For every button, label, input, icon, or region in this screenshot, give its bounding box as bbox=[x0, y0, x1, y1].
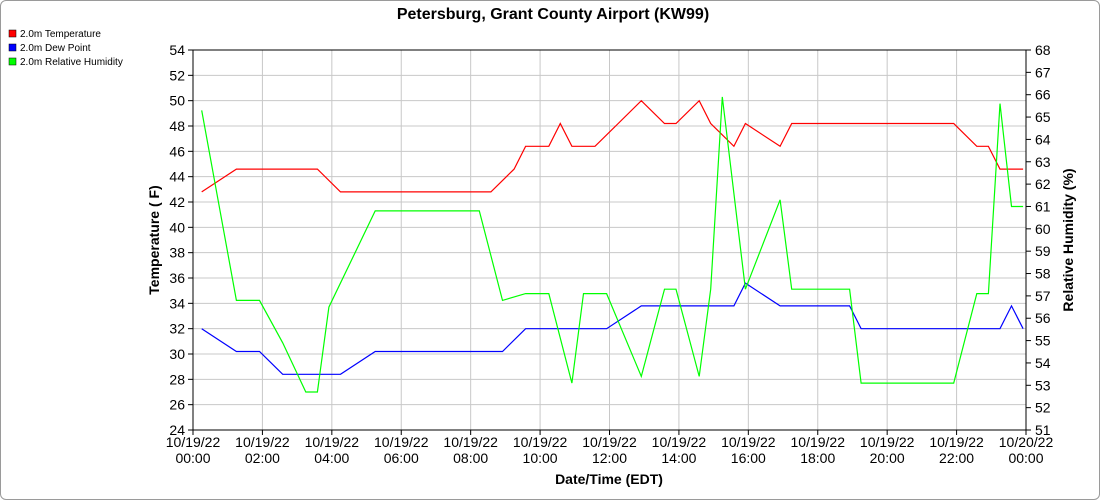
legend-label-relative-humidity: 2.0m Relative Humidity bbox=[20, 57, 123, 68]
series-line-temperature bbox=[201, 99, 1024, 193]
y-tick-label: 24 bbox=[169, 422, 185, 438]
axes: 24 26 28 30 32 34 36 38 40 42 44 46 48 50 52 54 51 52 53 54… bbox=[166, 42, 1054, 466]
y2-tick-label: 52 bbox=[1035, 400, 1051, 416]
legend-swatch-relative-humidity bbox=[8, 57, 17, 66]
x-tick-label: 10/19/22 14:00 bbox=[652, 434, 707, 466]
y-tick-label: 32 bbox=[169, 321, 185, 337]
y2-tick-label: 51 bbox=[1035, 422, 1051, 438]
y2-tick-label: 62 bbox=[1035, 176, 1051, 192]
y-tick-label: 26 bbox=[169, 397, 185, 413]
legend-label-temperature: 2.0m Temperature bbox=[20, 29, 101, 40]
y-axis-title: Temperature ( F) bbox=[146, 185, 162, 294]
y-tick-label: 48 bbox=[169, 118, 185, 134]
y2-tick-label: 64 bbox=[1035, 131, 1051, 147]
plot-border bbox=[192, 49, 1027, 431]
series-layer bbox=[201, 96, 1024, 393]
x-tick-label: 10/19/22 16:00 bbox=[721, 434, 776, 466]
y2-tick-label: 61 bbox=[1035, 198, 1051, 214]
y2-tick-label: 66 bbox=[1035, 87, 1051, 103]
x-axis-title: Date/Time (EDT) bbox=[555, 471, 663, 487]
chart-title: Petersburg, Grant County Airport (KW99) bbox=[397, 6, 709, 23]
y2-tick-label: 65 bbox=[1035, 109, 1051, 125]
y2-tick-label: 67 bbox=[1035, 64, 1051, 80]
y2-tick-label: 57 bbox=[1035, 288, 1051, 304]
y-tick-label: 46 bbox=[169, 143, 185, 159]
x-tick-label: 10/19/22 08:00 bbox=[443, 434, 498, 466]
x-tick-label: 10/19/22 10:00 bbox=[513, 434, 568, 466]
y-tick-label: 38 bbox=[169, 245, 185, 261]
x-tick-label: 10/19/22 20:00 bbox=[860, 434, 915, 466]
legend-label-dew-point: 2.0m Dew Point bbox=[20, 43, 91, 54]
x-tick-label: 10/19/22 00:00 bbox=[166, 434, 221, 466]
y-tick-label: 52 bbox=[169, 67, 185, 83]
y2-tick-label: 58 bbox=[1035, 266, 1051, 282]
y-tick-label: 54 bbox=[169, 42, 185, 58]
y2-tick-label: 60 bbox=[1035, 221, 1051, 237]
y2-tick-label: 68 bbox=[1035, 42, 1051, 58]
y-tick-label: 28 bbox=[169, 371, 185, 387]
y2-tick-label: 55 bbox=[1035, 333, 1051, 349]
legend-swatch-temperature bbox=[8, 29, 17, 38]
series-line-dew-point bbox=[201, 282, 1024, 375]
y2-tick-label: 54 bbox=[1035, 355, 1051, 371]
x-tick-label: 10/20/22 00:00 bbox=[999, 434, 1054, 466]
y2-tick-label: 63 bbox=[1035, 154, 1051, 170]
y-tick-label: 34 bbox=[169, 295, 185, 311]
x-tick-label: 10/19/22 02:00 bbox=[235, 434, 290, 466]
y-tick-label: 30 bbox=[169, 346, 185, 362]
y-tick-label: 42 bbox=[169, 194, 185, 210]
x-tick-label: 10/19/22 18:00 bbox=[791, 434, 846, 466]
legend-swatch-dew-point bbox=[8, 43, 17, 52]
y-tick-label: 44 bbox=[169, 169, 185, 185]
y2-tick-label: 53 bbox=[1035, 377, 1051, 393]
x-tick-label: 10/19/22 12:00 bbox=[582, 434, 637, 466]
legend: 2.0m Temperature 2.0m Dew Point 2.0m Rel… bbox=[8, 29, 123, 68]
series-line-relative-humidity bbox=[201, 96, 1024, 393]
y2-tick-label: 59 bbox=[1035, 243, 1051, 259]
y-tick-label: 36 bbox=[169, 270, 185, 286]
y2-axis-title: Relative Humidity (%) bbox=[1060, 168, 1076, 311]
x-tick-label: 10/19/22 22:00 bbox=[929, 434, 984, 466]
y2-tick-label: 56 bbox=[1035, 310, 1051, 326]
x-tick-label: 10/19/22 06:00 bbox=[374, 434, 429, 466]
y-tick-label: 40 bbox=[169, 219, 185, 235]
x-tick-label: 10/19/22 04:00 bbox=[305, 434, 360, 466]
y-tick-label: 50 bbox=[169, 93, 185, 109]
